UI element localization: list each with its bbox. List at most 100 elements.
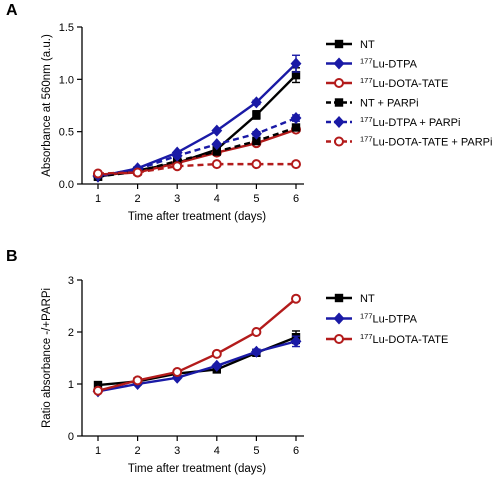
data-point <box>250 127 262 140</box>
legend-label: 177Lu-DTPA <box>360 312 418 326</box>
series-line <box>97 340 297 393</box>
data-point <box>211 138 223 151</box>
legend-label: NT <box>360 293 375 305</box>
data-point <box>211 159 222 170</box>
series-line <box>97 336 297 387</box>
y-axis-label: Ratio absorbance -/+PARPi <box>41 288 53 428</box>
x-tick-label: 2 <box>135 445 141 457</box>
y-tick-label: 0.0 <box>59 179 74 191</box>
x-tick-label: 3 <box>174 193 180 205</box>
data-point <box>251 327 262 337</box>
legend-label: 177Lu-DOTA-TATE <box>360 332 448 346</box>
legend-swatch-marker <box>333 312 345 325</box>
x-tick-label: 1 <box>95 445 101 457</box>
legend-swatch-marker <box>334 98 344 107</box>
data-point <box>252 110 261 120</box>
legend-swatch-marker <box>334 136 344 147</box>
panel-label: A <box>6 2 18 19</box>
data-point <box>250 96 262 109</box>
legend-item: 177Lu-DOTA-TATE <box>326 76 448 90</box>
legend-item: 177Lu-DTPA <box>326 312 418 326</box>
data-point <box>290 57 302 70</box>
legend-swatch-marker <box>334 334 344 344</box>
legend-label: NT <box>360 39 375 51</box>
series-line <box>97 297 297 392</box>
legend-item: NT <box>326 293 375 305</box>
x-tick-label: 6 <box>293 445 299 457</box>
y-tick-label: 0 <box>68 431 74 443</box>
legend-label-text: Lu-DOTA-TATE <box>373 78 449 90</box>
legend-label-text: Lu-DTPA <box>373 314 418 326</box>
x-tick-label: 3 <box>174 445 180 457</box>
x-tick-label: 1 <box>95 193 101 205</box>
series-line <box>97 74 297 178</box>
data-point <box>132 375 143 386</box>
data-point <box>291 293 301 304</box>
series-6 <box>93 159 301 179</box>
legend-item: NT + PARPi <box>326 98 419 110</box>
data-point <box>251 159 262 170</box>
legend-label: 177Lu-DTPA <box>360 57 418 71</box>
legend-label-superscript: 177 <box>360 332 373 341</box>
y-tick-label: 2 <box>68 327 74 339</box>
legend-swatch-marker <box>334 293 344 303</box>
data-point <box>211 348 222 359</box>
data-point <box>211 359 223 372</box>
legend-label-superscript: 177 <box>360 57 373 66</box>
series-line <box>97 62 297 178</box>
legend-label-superscript: 177 <box>360 312 373 321</box>
legend-label-text: Lu-DOTA-TATE <box>373 334 449 346</box>
y-tick-label: 1.0 <box>59 74 74 86</box>
data-point <box>172 161 183 172</box>
y-axis-label: Absorbance at 560nm (a.u.) <box>41 34 53 177</box>
legend-label: 177Lu-DTPA + PARPi <box>360 115 460 129</box>
legend-label-superscript: 177 <box>360 76 373 85</box>
legend-swatch-marker <box>334 78 344 88</box>
legend-swatch-marker <box>334 39 344 49</box>
chart-panel-a: A 0.0 0.5 1.0 1.5 1 2 3 4 5 6 Time after treatment … <box>6 2 492 223</box>
legend-label-text: Lu-DTPA <box>373 59 418 71</box>
series-line <box>97 162 296 175</box>
chart-panel-b: B 0 1 2 3 1 2 3 4 5 6 Time after treatment (days) Ra… <box>6 248 448 475</box>
y-tick-label: 1.5 <box>59 22 74 34</box>
y-tick-label: 3 <box>68 275 74 287</box>
legend-label: 177Lu-DOTA-TATE <box>360 76 448 90</box>
legend-label-superscript: 177 <box>360 115 373 124</box>
x-tick-label: 5 <box>253 445 259 457</box>
series-3 <box>93 293 301 396</box>
x-tick-label: 2 <box>135 193 141 205</box>
x-axis-label: Time after treatment (days) <box>128 211 266 223</box>
x-axis-label: Time after treatment (days) <box>128 463 266 475</box>
series-line <box>97 128 297 176</box>
legend-label: 177Lu-DOTA-TATE + PARPi <box>360 135 492 149</box>
data-point <box>290 112 302 125</box>
x-tick-label: 5 <box>253 193 259 205</box>
data-point <box>291 123 301 132</box>
x-tick-label: 6 <box>293 193 299 205</box>
legend-swatch-marker <box>333 57 345 70</box>
panel-label: B <box>6 248 18 265</box>
x-tick-label: 4 <box>214 193 220 205</box>
data-point <box>93 385 103 396</box>
series-line <box>97 116 297 177</box>
y-tick-label: 0.5 <box>59 127 74 139</box>
legend-swatch-marker <box>333 115 345 129</box>
data-point <box>291 159 301 170</box>
data-point <box>250 345 262 358</box>
legend-item: 177Lu-DOTA-TATE + PARPi <box>326 135 492 149</box>
y-tick-label: 1 <box>68 379 74 391</box>
legend-item: 177Lu-DOTA-TATE <box>326 332 448 346</box>
legend-label-text: Lu-DTPA + PARPi <box>373 117 461 129</box>
legend-item: 177Lu-DTPA <box>326 57 418 71</box>
data-point <box>290 335 302 348</box>
series-1 <box>93 330 301 390</box>
series-2 <box>92 335 302 398</box>
data-point <box>211 124 223 137</box>
series-2 <box>92 54 302 183</box>
data-point <box>132 167 143 178</box>
x-tick-label: 4 <box>214 445 220 457</box>
data-point <box>171 149 183 162</box>
